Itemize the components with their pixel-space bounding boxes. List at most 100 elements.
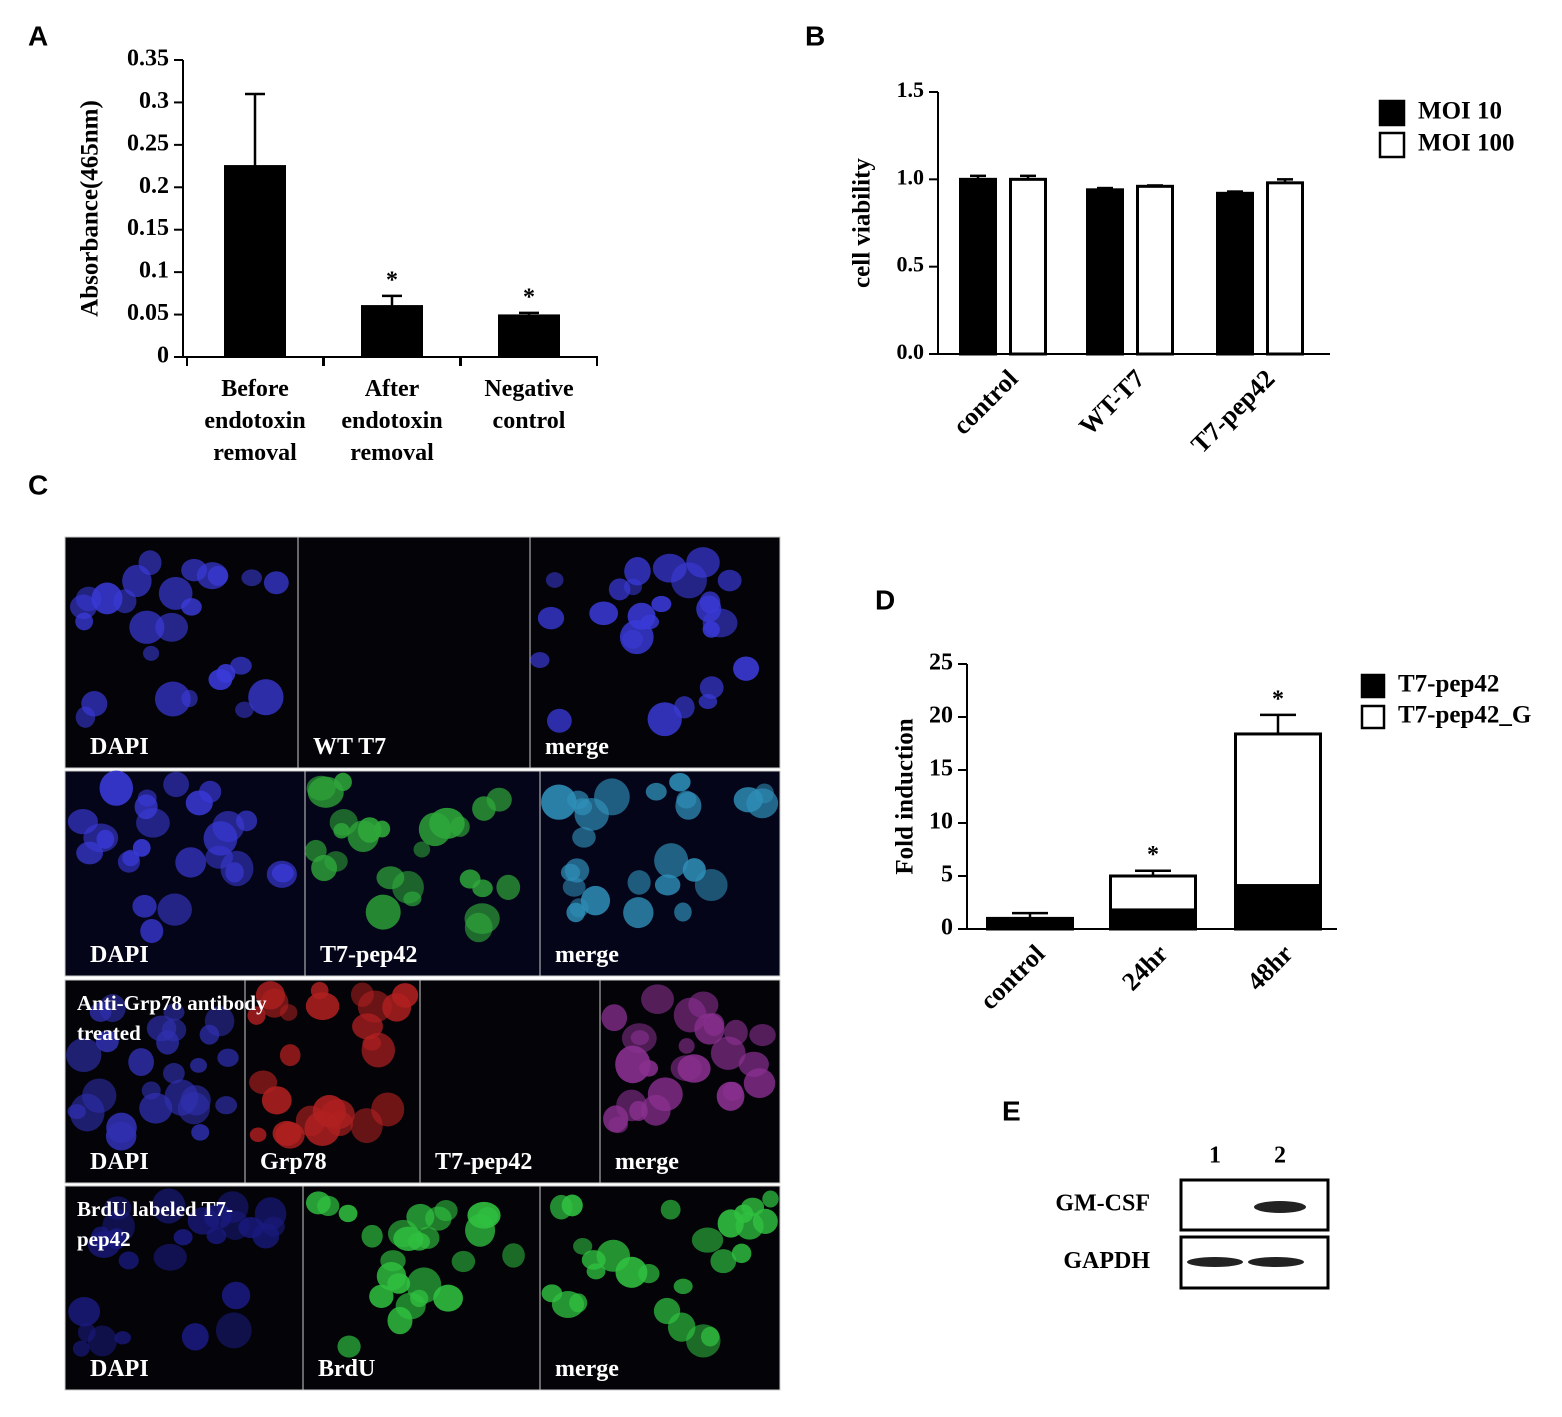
cell: [433, 1284, 463, 1312]
cell: [137, 789, 157, 807]
cell: [235, 701, 254, 718]
cell: [163, 1003, 185, 1021]
bar: [1109, 908, 1197, 931]
cell: [238, 1217, 265, 1239]
bar: [224, 165, 286, 358]
x-tick-label: control: [974, 939, 1050, 1015]
cell: [502, 1243, 525, 1268]
cell: [688, 991, 719, 1019]
cell: [702, 608, 738, 638]
cell: [143, 645, 160, 661]
micrograph-label: merge: [615, 1149, 679, 1175]
cell: [623, 897, 654, 929]
y-axis-label: Fold induction: [892, 718, 919, 874]
cell: [132, 894, 157, 918]
cell: [674, 696, 695, 719]
bar: [361, 305, 423, 359]
y-axis-label: cell viability: [849, 158, 876, 288]
cell: [699, 591, 721, 614]
y-tick-label: 0.05: [127, 300, 169, 326]
cell: [673, 1278, 693, 1295]
y-tick-label: 0.1: [139, 258, 169, 284]
bar: [986, 916, 1074, 931]
bar: [498, 314, 560, 359]
cell: [154, 681, 191, 717]
cell: [236, 810, 258, 832]
cell: [139, 1092, 173, 1124]
cell: [271, 863, 294, 883]
cell: [67, 1104, 86, 1120]
micrograph-label: merge: [545, 734, 609, 760]
panel-letter: E: [1002, 1095, 1021, 1126]
cell: [72, 1340, 90, 1357]
cell: [191, 1124, 210, 1141]
cell: [129, 610, 165, 644]
cell: [413, 841, 431, 858]
cell: [630, 1030, 650, 1046]
cell: [572, 827, 596, 848]
x-tick-label: After endotoxin removal: [341, 376, 443, 466]
cell: [464, 912, 493, 943]
cell: [333, 823, 350, 839]
cell: [660, 1199, 681, 1220]
blot-band: [1248, 1257, 1304, 1267]
significance-mark: *: [1147, 842, 1159, 868]
blot-band: [1187, 1257, 1243, 1267]
cell: [87, 1325, 117, 1357]
cell: [263, 571, 289, 595]
cell: [564, 858, 590, 883]
cell: [221, 1281, 251, 1310]
cell: [376, 866, 405, 890]
micrograph-label: merge: [555, 1356, 619, 1382]
cell: [220, 850, 254, 887]
x-tick-label: Negative control: [484, 376, 574, 434]
cell: [537, 606, 565, 630]
cell: [248, 679, 284, 716]
cell: [158, 576, 193, 610]
cell: [387, 1273, 411, 1294]
y-tick-label: 0.2: [139, 173, 169, 199]
cell: [217, 1048, 239, 1067]
cell: [406, 1267, 442, 1304]
cell: [262, 1216, 285, 1237]
cell: [190, 1058, 207, 1073]
y-axis-label: Absorbance(465nm): [77, 100, 104, 317]
cell: [75, 586, 102, 612]
cell: [722, 1081, 743, 1102]
bar: [1234, 732, 1322, 888]
cell: [241, 569, 263, 587]
micrograph-label: T7-pep42: [435, 1149, 533, 1175]
cell: [743, 1068, 776, 1099]
cell: [357, 990, 392, 1023]
cell: [647, 702, 682, 737]
cell: [676, 790, 697, 809]
cell: [261, 1086, 292, 1115]
blot-lane-label: 1: [1209, 1143, 1221, 1169]
x-tick-label: Before endotoxin removal: [204, 376, 306, 466]
y-tick-label: 0: [157, 343, 169, 369]
cell: [164, 1079, 199, 1116]
cell: [216, 663, 236, 683]
cell: [365, 894, 401, 930]
cell: [203, 1203, 232, 1230]
cell: [173, 1229, 193, 1246]
legend-swatch: [1360, 704, 1386, 730]
y-tick-label: 10: [929, 809, 953, 835]
cell: [699, 676, 724, 699]
cell: [496, 874, 521, 900]
cell: [710, 1249, 737, 1274]
micrograph-label: Grp78: [260, 1149, 327, 1175]
blot-band-label: GM-CSF: [1055, 1191, 1150, 1217]
cell: [157, 893, 192, 926]
cell: [215, 1312, 252, 1349]
legend-swatch: [1378, 131, 1406, 159]
cell: [295, 1105, 326, 1137]
cell: [114, 1331, 132, 1345]
micrograph-label: DAPI: [90, 942, 149, 968]
panel-letter: A: [28, 20, 48, 51]
cell: [95, 1030, 119, 1053]
cell: [215, 1096, 238, 1115]
cell: [674, 902, 692, 922]
bar: [1109, 874, 1197, 912]
